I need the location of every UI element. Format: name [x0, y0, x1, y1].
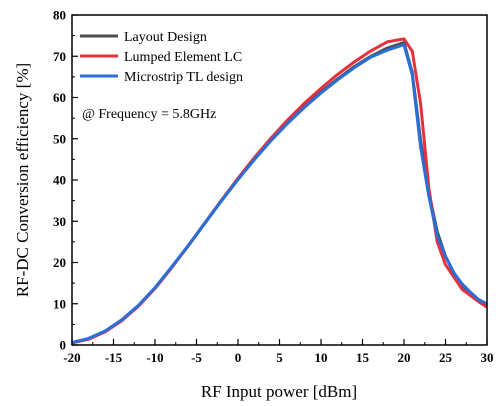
x-tick-label: 5 — [276, 350, 283, 365]
y-tick-label: 40 — [53, 173, 66, 188]
legend-label-0: Layout Design — [124, 30, 207, 45]
x-tick-label: 0 — [235, 350, 242, 365]
tick-labels: -20 -15 -10 -5 0 5 10 15 20 25 30 0 10 20 30 40 50 60 70 80 — [53, 8, 494, 366]
x-tick-label: 15 — [356, 350, 370, 365]
y-axis-label: RF-DC Conversion efficiency [%] — [13, 63, 32, 297]
y-tick-label: 0 — [60, 338, 67, 353]
x-tick-label: 25 — [439, 350, 453, 365]
x-tick-label: -10 — [146, 350, 163, 365]
y-tick-label: 20 — [53, 255, 66, 270]
ticks — [71, 14, 488, 346]
y-tick-label: 10 — [53, 296, 66, 311]
y-tick-label: 70 — [53, 49, 66, 64]
legend: Layout Design Lumped Element LC Microstr… — [80, 30, 243, 85]
legend-label-2: Microstrip TL design — [124, 70, 243, 85]
x-tick-label: 30 — [481, 350, 494, 365]
x-axis-label: RF Input power [dBm] — [201, 382, 357, 401]
legend-label-1: Lumped Element LC — [124, 50, 242, 65]
series-line-2 — [71, 43, 488, 344]
x-tick-label: 10 — [315, 350, 328, 365]
x-tick-label: -20 — [63, 350, 80, 365]
plot-lines — [71, 37, 488, 345]
y-tick-label: 50 — [53, 131, 66, 146]
y-tick-label: 30 — [53, 214, 66, 229]
series-line-0 — [71, 41, 488, 345]
y-tick-label: 60 — [53, 90, 66, 105]
y-tick-label: 80 — [53, 8, 66, 23]
x-tick-label: -15 — [105, 350, 123, 365]
frequency-annotation: @ Frequency = 5.8GHz — [82, 107, 216, 122]
x-tick-label: -5 — [191, 350, 202, 365]
x-tick-label: 20 — [398, 350, 411, 365]
